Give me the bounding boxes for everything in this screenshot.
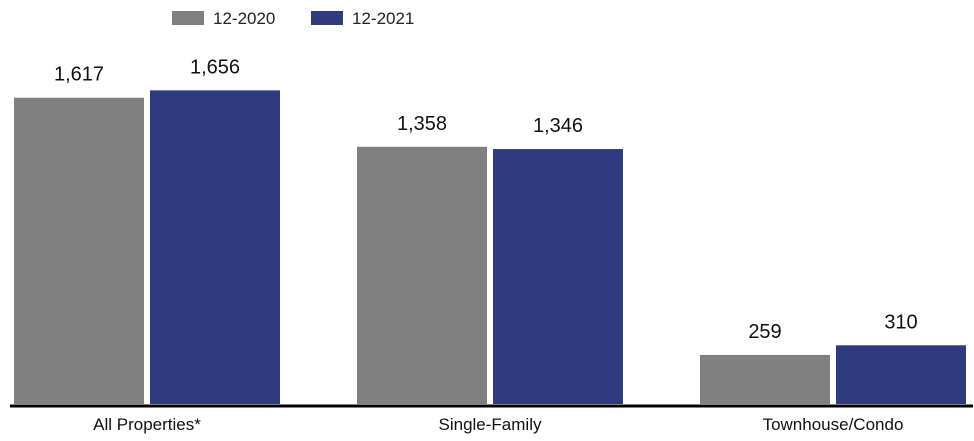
value-labels-group: 1,617 1,656 1,358 1,346 259 310 [54, 56, 918, 343]
legend-label-12-2020: 12-2020 [213, 9, 275, 28]
legend-swatch-12-2020 [172, 11, 204, 25]
data-label-townhouse-condo-12-2020: 259 [748, 321, 781, 343]
bar-townhouse-condo-12-2020 [700, 354, 830, 404]
data-label-single-family-12-2020: 1,358 [397, 113, 447, 135]
legend-swatch-12-2021 [311, 11, 343, 25]
category-labels-group: All Properties* Single-Family Townhouse/Co… [93, 415, 903, 434]
bar-single-family-12-2020 [357, 146, 487, 404]
data-label-single-family-12-2021: 1,346 [533, 115, 583, 137]
bar-townhouse-condo-12-2021 [836, 345, 966, 404]
category-label-single-family: Single-Family [439, 415, 542, 434]
bar-all-properties-12-2021 [150, 90, 280, 404]
category-label-all-properties: All Properties* [93, 415, 201, 434]
data-label-townhouse-condo-12-2021: 310 [884, 311, 917, 333]
data-label-all-properties-12-2020: 1,617 [54, 64, 104, 86]
category-label-townhouse-condo: Townhouse/Condo [763, 415, 904, 434]
bar-single-family-12-2021 [493, 149, 623, 404]
bar-all-properties-12-2020 [14, 97, 144, 404]
bars-group [14, 90, 966, 404]
data-label-all-properties-12-2021: 1,656 [190, 56, 240, 78]
legend: 12-2020 12-2021 [172, 9, 414, 28]
legend-label-12-2021: 12-2021 [352, 9, 414, 28]
